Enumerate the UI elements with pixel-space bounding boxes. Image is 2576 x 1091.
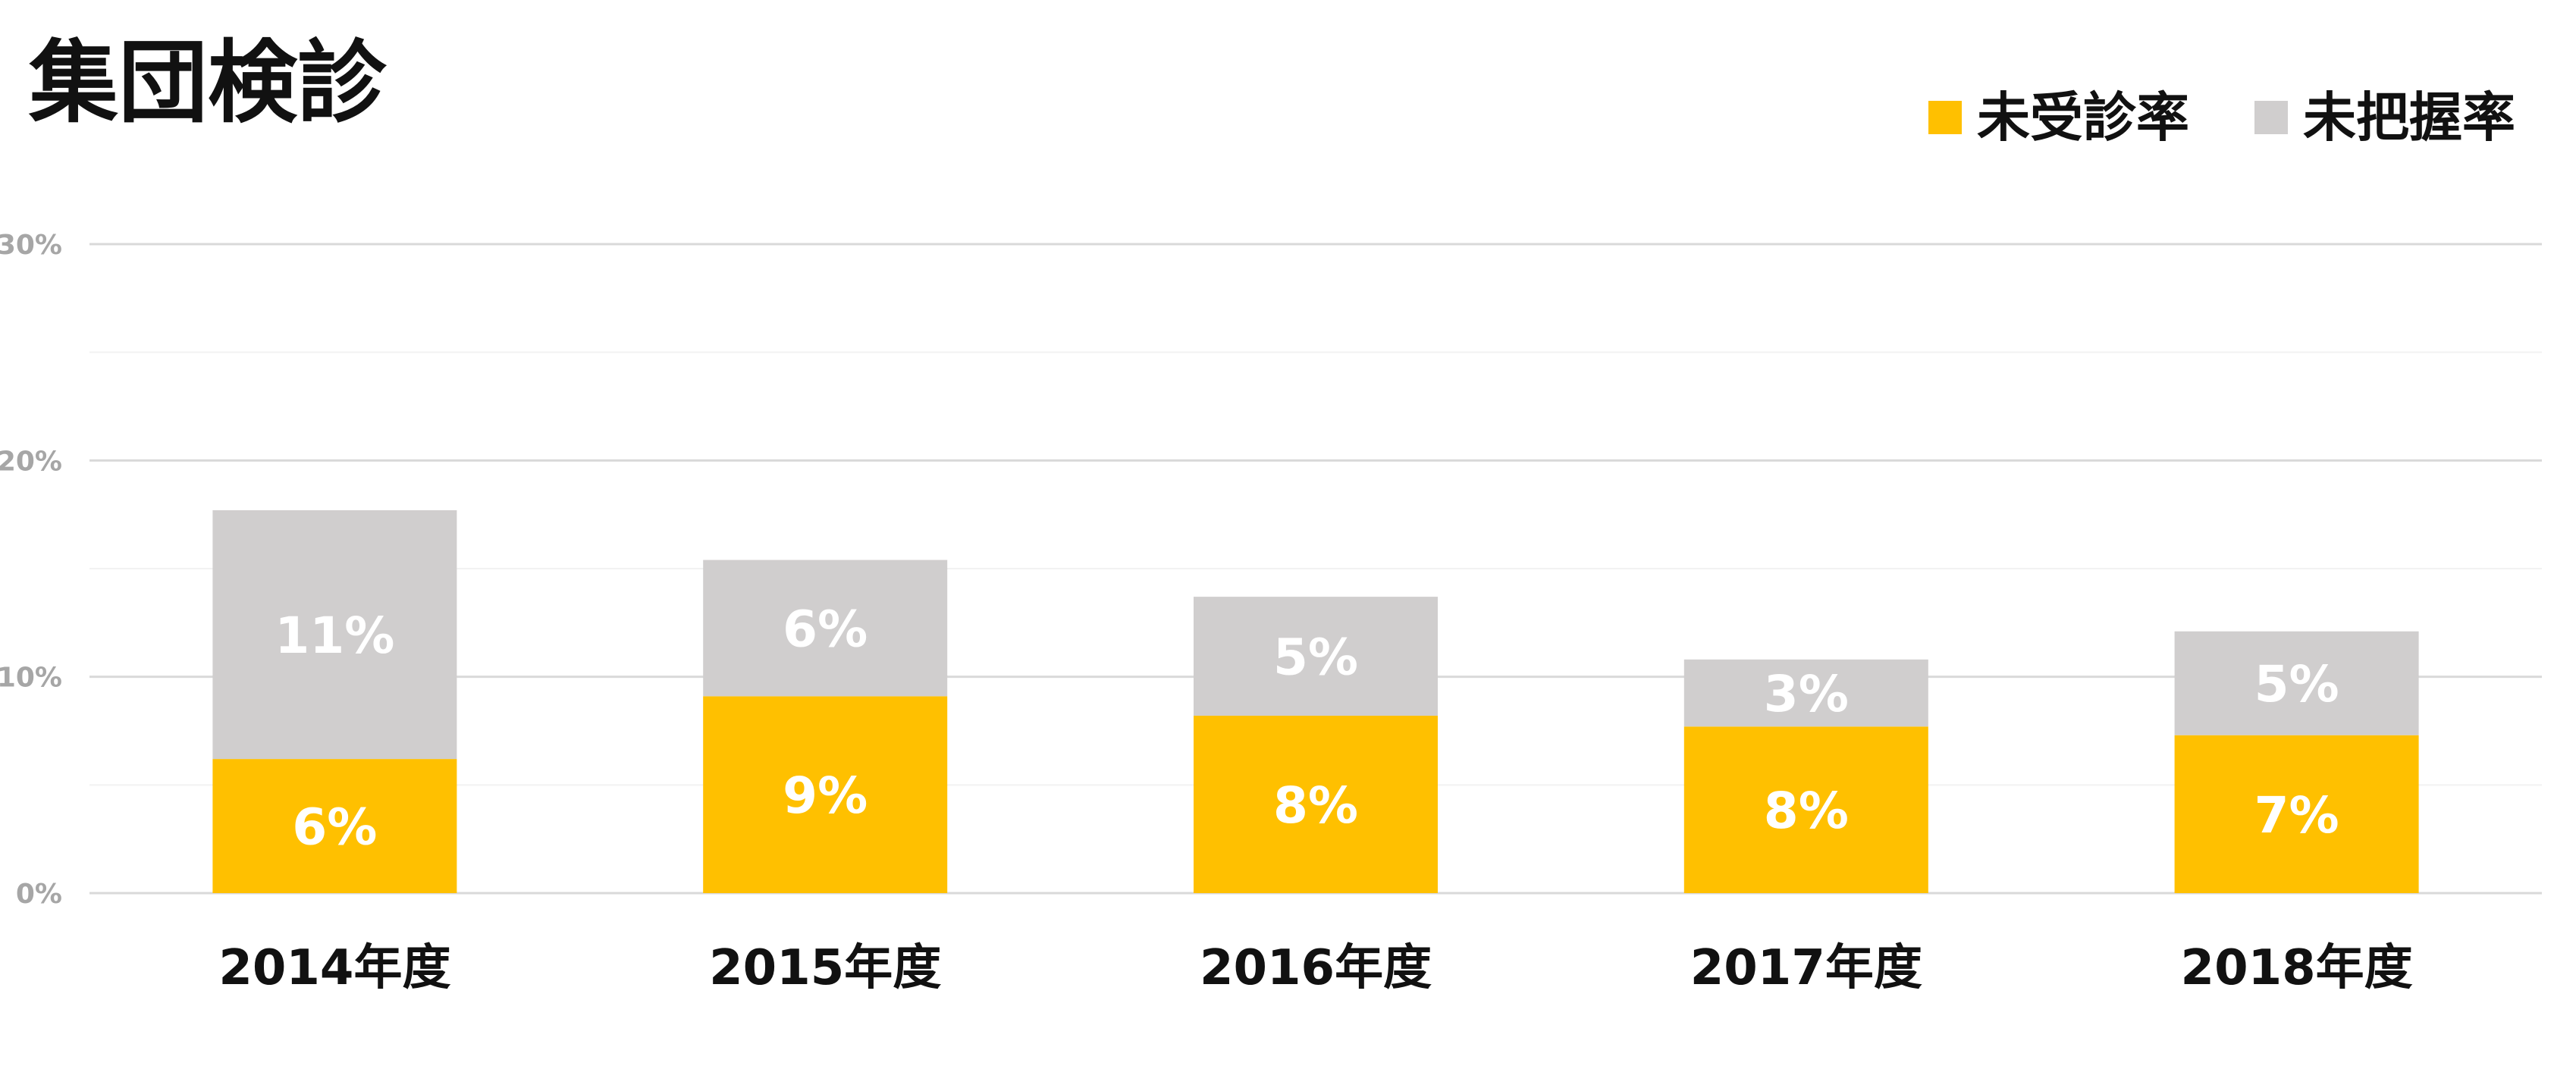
data-label: 3%	[1764, 665, 1849, 723]
data-label: 6%	[783, 600, 868, 658]
y-tick-label: 10%	[0, 663, 62, 694]
bar-segment-unknown	[1683, 659, 1928, 727]
y-tick-label: 0%	[16, 879, 62, 910]
bar-segment-unknown	[1194, 597, 1438, 716]
legend-swatch-unknown	[2254, 101, 2288, 134]
data-label: 9%	[783, 767, 868, 825]
data-label: 7%	[2254, 786, 2339, 845]
legend-label-unexamined: 未受診率	[1977, 86, 2189, 149]
data-label: 5%	[2254, 655, 2339, 713]
data-label: 8%	[1273, 776, 1358, 835]
bar-segment-unknown	[2174, 631, 2419, 735]
data-label: 11%	[275, 607, 394, 665]
data-label: 5%	[1273, 629, 1358, 687]
legend-label-unknown: 未把握率	[2303, 86, 2515, 149]
x-tick-label: 2016年度	[1200, 940, 1432, 996]
bar-segment-unexamined	[1683, 726, 1928, 893]
bar-segment-unknown	[212, 509, 457, 760]
chart-title: 集団検診	[29, 30, 387, 135]
data-label: 6%	[292, 798, 377, 857]
legend: 未受診率 未把握率	[1863, 91, 2515, 144]
data-label: 8%	[1764, 782, 1849, 840]
bar-segment-unexamined	[2174, 735, 2419, 893]
legend-swatch-unexamined	[1928, 101, 1962, 134]
x-tick-label: 2017年度	[1690, 940, 1922, 996]
bar-segment-unexamined	[1194, 716, 1438, 893]
legend-item-unexamined: 未受診率	[1928, 91, 2189, 144]
bar-segment-unknown	[703, 560, 948, 697]
x-tick-label: 2014年度	[218, 940, 450, 996]
bar-segment-unexamined	[703, 696, 948, 893]
legend-item-unknown: 未把握率	[2254, 91, 2515, 144]
y-tick-label: 20%	[0, 446, 62, 477]
x-tick-label: 2018年度	[2181, 940, 2413, 996]
x-tick-label: 2015年度	[709, 940, 941, 996]
bar-segment-unexamined	[212, 759, 457, 893]
y-tick-label: 30%	[0, 230, 62, 261]
